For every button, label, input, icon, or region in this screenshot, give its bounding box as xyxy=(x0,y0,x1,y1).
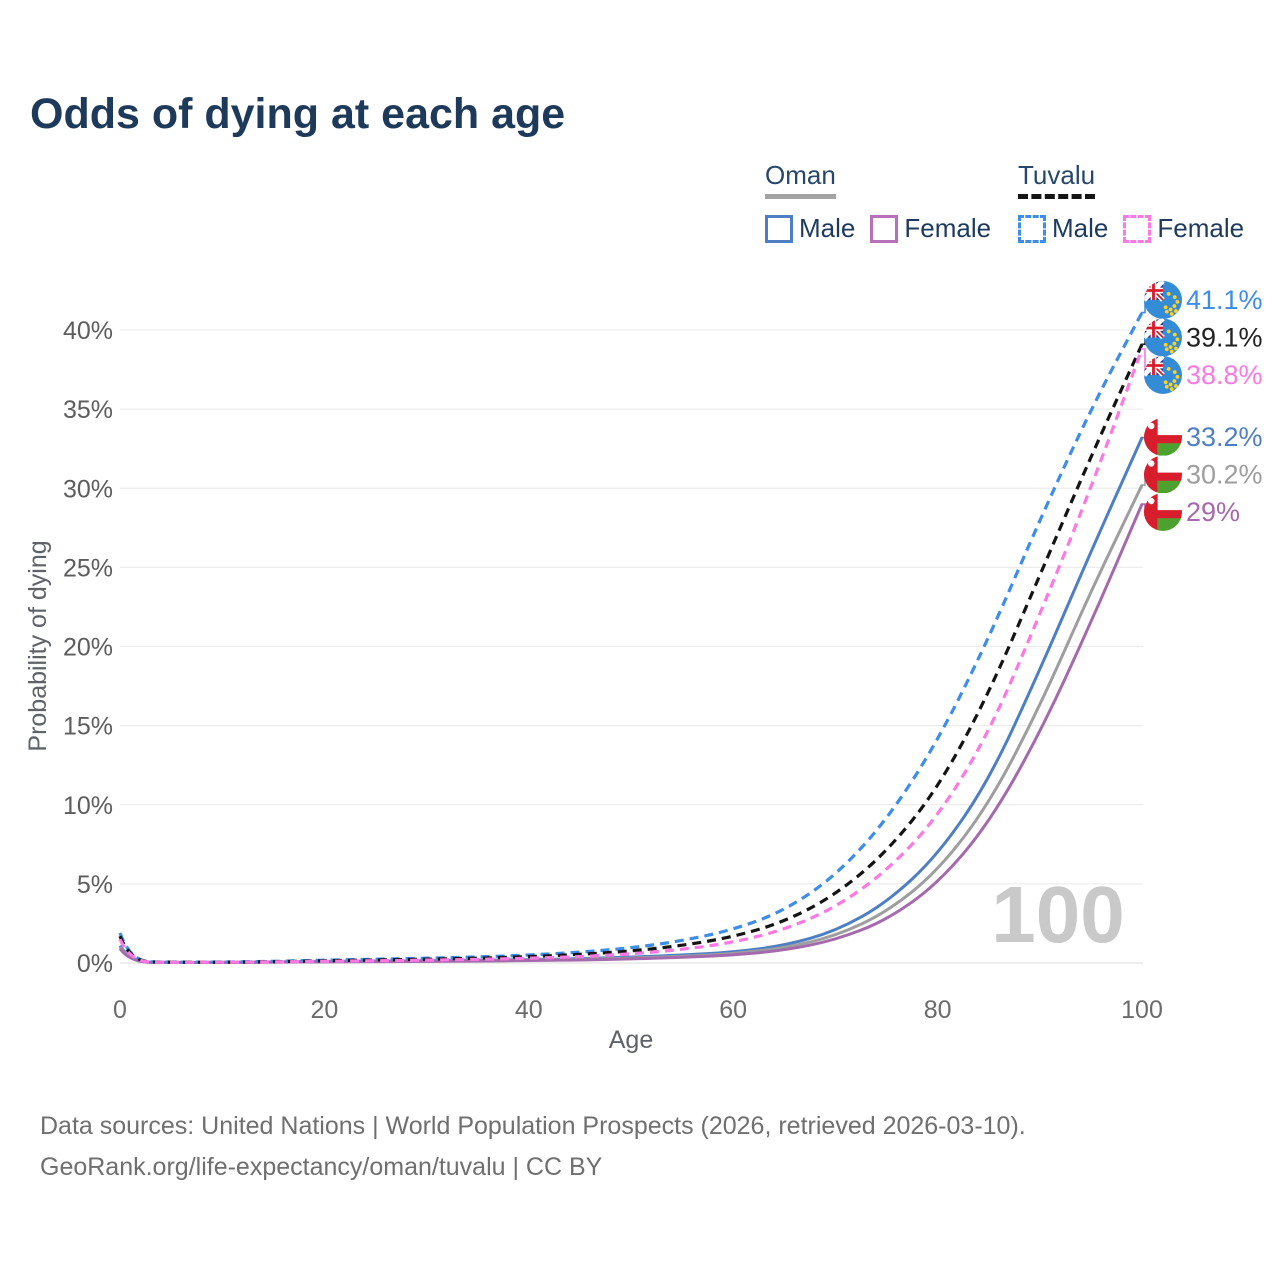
y-tick-label: 30% xyxy=(63,475,113,503)
end-value-label: 38.8% xyxy=(1186,360,1263,390)
x-axis-title: Age xyxy=(609,1026,653,1054)
series-line-oman-female[interactable] xyxy=(118,503,1144,965)
series-line-tuvalu-both-sexes[interactable] xyxy=(118,343,1144,964)
legend-group-oman: Oman Male Female xyxy=(765,160,1006,244)
page-title: Odds of dying at each age xyxy=(30,90,566,138)
x-tick-label: 80 xyxy=(924,996,952,1024)
tuvalu-male-swatch-icon xyxy=(1018,214,1046,243)
y-axis-title: Probability of dying xyxy=(24,540,52,751)
tuvalu-flag-icon xyxy=(1144,318,1182,357)
legend-item-tuvalu-male[interactable]: Male xyxy=(1018,213,1108,244)
x-tick-label: 40 xyxy=(515,996,543,1024)
legend-country-label: Oman xyxy=(765,160,836,190)
legend-item-oman-male[interactable]: Male xyxy=(765,213,855,244)
footer-line-1: Data sources: United Nations | World Pop… xyxy=(40,1112,1026,1140)
oman-male-swatch-icon xyxy=(765,214,793,243)
tuvalu-flag-icon xyxy=(1144,356,1182,394)
legend-item-label: Male xyxy=(1052,213,1109,243)
end-value-label: 33.2% xyxy=(1186,422,1263,452)
legend-group-tuvalu: Tuvalu Male Female xyxy=(1018,160,1259,244)
data-sources-footer: Data sources: United Nations | World Pop… xyxy=(40,1106,1026,1188)
legend-item-label: Female xyxy=(1157,213,1245,243)
tuvalu-dashed-line-swatch xyxy=(1018,194,1096,199)
x-tick-label: 60 xyxy=(719,996,747,1024)
x-tick-label: 100 xyxy=(1121,996,1163,1024)
tuvalu-female-swatch-icon xyxy=(1123,214,1152,243)
y-tick-label: 15% xyxy=(63,713,113,741)
legend-country-label: Tuvalu xyxy=(1018,160,1096,190)
x-tick-label: 0 xyxy=(113,996,127,1024)
legend-country-oman[interactable]: Oman xyxy=(765,160,836,204)
legend-country-tuvalu[interactable]: Tuvalu xyxy=(1018,160,1096,204)
end-value-label: 30.2% xyxy=(1186,460,1263,490)
oman-female-swatch-icon xyxy=(870,214,899,243)
series-line-oman-both-sexes[interactable] xyxy=(118,484,1144,964)
oman-flag-icon xyxy=(1144,455,1182,494)
series-line-tuvalu-female[interactable] xyxy=(118,348,1144,964)
end-value-label: 39.1% xyxy=(1186,323,1263,353)
y-tick-label: 0% xyxy=(77,950,113,978)
legend-item-oman-female[interactable]: Female xyxy=(870,213,991,244)
y-tick-label: 35% xyxy=(63,396,113,424)
y-tick-label: 25% xyxy=(63,554,113,582)
tuvalu-flag-icon xyxy=(1144,281,1182,319)
y-tick-label: 10% xyxy=(63,792,113,820)
oman-flag-icon xyxy=(1144,493,1182,531)
x-tick-label: 20 xyxy=(310,996,338,1024)
end-value-label: 41.1% xyxy=(1186,285,1263,315)
y-tick-label: 5% xyxy=(77,871,113,899)
oman-flag-icon xyxy=(1144,418,1182,456)
y-tick-label: 40% xyxy=(63,317,113,345)
oman-solid-line-swatch xyxy=(765,194,836,199)
hover-age-watermark: 100 xyxy=(991,870,1124,959)
series-line-tuvalu-male[interactable] xyxy=(118,311,1144,964)
legend-item-label: Male xyxy=(799,213,856,243)
footer-line-2: GeoRank.org/life-expectancy/oman/tuvalu … xyxy=(40,1153,603,1181)
end-value-label: 29% xyxy=(1186,497,1240,527)
y-tick-label: 20% xyxy=(63,634,113,662)
gridlines: 0% 5% 10% 15% 20% 25% 30% 35% 40% xyxy=(63,317,1143,978)
legend-item-tuvalu-female[interactable]: Female xyxy=(1123,213,1244,244)
legend-item-label: Female xyxy=(904,213,992,243)
